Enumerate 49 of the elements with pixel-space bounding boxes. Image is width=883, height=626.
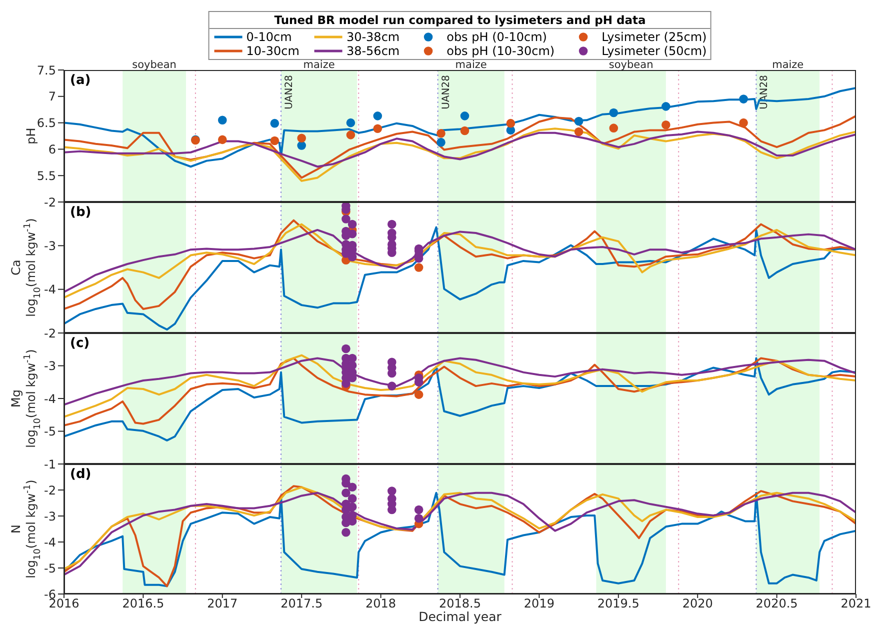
legend-label: obs pH (0-10cm): [446, 30, 547, 44]
y-tick-label: -1: [44, 457, 56, 472]
legend-title: Tuned BR model run compared to lysimeters and pH data: [209, 12, 711, 29]
band-label: maize: [303, 59, 335, 71]
ref-line-label: UAN28: [440, 75, 452, 110]
annotation: (b): [70, 205, 92, 220]
annotation: (a): [70, 73, 91, 88]
y-tick-label: -3: [44, 238, 56, 253]
legend-label: 38-56cm: [346, 44, 400, 58]
x-tick-label: 2017: [207, 596, 238, 611]
y-tick-label: 7: [48, 90, 56, 104]
legend-label: obs pH (10-30cm): [446, 44, 555, 58]
y-tick-label: -2: [44, 483, 56, 498]
y-tick-label: -2: [44, 326, 56, 340]
x-tick-label: 2018.5: [439, 596, 481, 611]
y-tick-label: -2: [44, 195, 56, 210]
y-tick-label: 5.5: [36, 168, 56, 183]
x-tick-label: 2021: [840, 596, 872, 611]
band-label: maize: [772, 59, 804, 71]
x-tick-label: 2020.5: [756, 596, 798, 611]
legend-label: 30-38cm: [346, 30, 400, 44]
y-tick-label: 7.5: [36, 63, 56, 78]
x-tick-label: 2019.5: [597, 596, 640, 611]
y-tick-label: 6: [48, 142, 56, 156]
legend-label: 10-30cm: [246, 44, 300, 58]
y-tick-label: -5: [44, 424, 56, 439]
x-tick-label: 2020: [682, 596, 713, 611]
x-tick-label: 2017.5: [280, 596, 323, 611]
y-tick-label: -4: [44, 282, 56, 297]
x-tick-label: 2018: [366, 596, 396, 611]
y-tick-label: -4: [44, 392, 56, 406]
y-tick-label: -3: [44, 359, 56, 374]
x-axis-title: Decimal year: [418, 609, 502, 624]
annotation: (c): [70, 336, 90, 351]
y-tick-label: -4: [44, 535, 56, 550]
band-label: soybean: [608, 59, 654, 71]
y-tick-label: -5: [44, 561, 56, 576]
annotation: (d): [70, 467, 92, 482]
y-tick-label: 6.5: [36, 116, 56, 130]
band-label: soybean: [132, 59, 176, 71]
ref-line-label: UAN28: [284, 75, 296, 110]
x-tick-label: 2019: [524, 596, 554, 611]
x-tick-label: 2016.5: [122, 596, 164, 611]
band-label: maize: [455, 59, 487, 71]
legend-label: 0-10cm: [246, 30, 292, 44]
y-tick-label: -3: [44, 509, 56, 524]
y-axis-title: pH: [24, 128, 38, 144]
legend-label: Lysimeter (50cm): [602, 44, 707, 58]
legend-label: Lysimeter (25cm): [602, 30, 707, 44]
